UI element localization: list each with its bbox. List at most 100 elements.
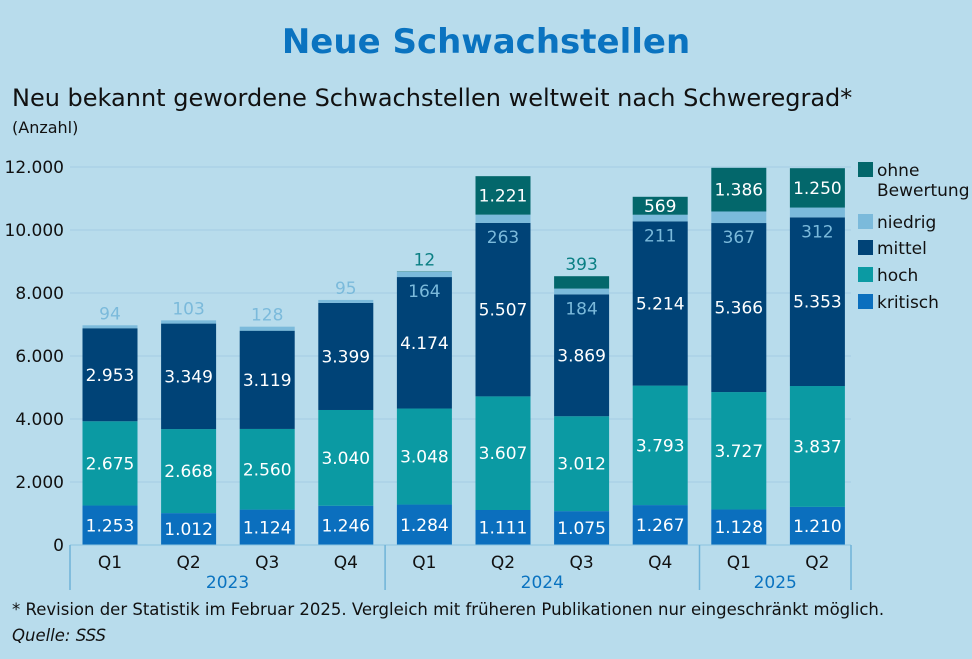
- bar-segment-mittel: [711, 223, 767, 393]
- legend-swatch: [858, 162, 873, 177]
- y-tick-label: 12.000: [5, 158, 64, 178]
- bar-segment-kritisch: [711, 509, 767, 545]
- legend-label: hoch: [877, 266, 918, 286]
- data-label: 128: [251, 306, 283, 326]
- data-label: 569: [644, 197, 676, 217]
- data-label: 2.953: [86, 366, 135, 386]
- source: Quelle: SSS: [12, 626, 106, 645]
- y-tick-label: 6.000: [15, 347, 64, 367]
- bar-segment-mittel: [396, 277, 452, 409]
- data-label: 211: [644, 226, 676, 246]
- bar-segment-niedrig: [475, 214, 531, 223]
- data-label: 1.284: [400, 516, 449, 536]
- data-label: 1.253: [86, 516, 135, 536]
- legend-swatch: [858, 214, 873, 229]
- data-label: 5.214: [636, 294, 685, 314]
- x-tick-label: Q2: [805, 553, 829, 573]
- data-label: 3.607: [479, 444, 528, 464]
- year-label: 2025: [754, 573, 797, 593]
- x-tick-label: Q2: [176, 553, 200, 573]
- data-label: 3.048: [400, 448, 449, 468]
- y-tick-label: 8.000: [15, 284, 64, 304]
- chart-subtitle: Neu bekannt gewordene Schwachstellen wel…: [12, 84, 853, 112]
- bar-segment-hoch: [475, 396, 531, 511]
- data-label: 1.210: [793, 517, 842, 537]
- data-label: 1.128: [714, 518, 763, 538]
- data-label: 2.668: [164, 462, 213, 482]
- data-label: 3.119: [243, 371, 292, 391]
- data-label: 3.012: [557, 455, 606, 475]
- bar-segment-niedrig: [711, 211, 767, 224]
- data-label: 5.507: [479, 301, 528, 321]
- bar-segment-hoch: [789, 386, 845, 507]
- bar-segment-hoch: [554, 416, 610, 512]
- x-tick-label: Q4: [648, 553, 672, 573]
- bar-segment-hoch: [318, 409, 374, 506]
- year-label: 2024: [521, 573, 564, 593]
- data-label: 1.267: [636, 516, 685, 536]
- legend-label: Bewertung: [877, 181, 969, 201]
- data-label: 2.675: [86, 454, 135, 474]
- data-label: 1.250: [793, 179, 842, 199]
- bar-segment-niedrig: [161, 320, 217, 324]
- bar-segment-kritisch: [396, 504, 452, 545]
- bar-segment-kritisch: [82, 505, 138, 545]
- footnote: * Revision der Statistik im Februar 2025…: [12, 600, 885, 619]
- data-label: 5.366: [714, 299, 763, 319]
- bar-segment-hoch: [396, 408, 452, 505]
- y-tick-label: 2.000: [15, 473, 64, 493]
- bar-segment-niedrig: [396, 271, 452, 278]
- bar-segment-kritisch: [239, 509, 295, 545]
- legend-label: ohne: [877, 161, 919, 181]
- x-tick-label: Q3: [255, 553, 279, 573]
- data-label: 164: [408, 282, 440, 302]
- y-tick-label: 0: [53, 536, 64, 556]
- data-label: 3.727: [714, 442, 763, 462]
- bar-segment-hoch: [239, 428, 295, 510]
- bar-segment-kritisch: [632, 505, 688, 545]
- bar-segment-mittel: [789, 217, 845, 387]
- stacked-bar-chart: 0 2.000 4.000 6.000 8.000 10.000 12.000 1.253 2.…: [5, 158, 970, 593]
- bar-segment-mittel: [318, 302, 374, 410]
- bar-segment-niedrig: [318, 299, 374, 303]
- legend-swatch: [858, 240, 873, 255]
- bar-segment-kritisch: [161, 513, 217, 545]
- data-label: 1.111: [479, 519, 528, 539]
- bar-segment-niedrig: [554, 288, 610, 295]
- data-label: 3.837: [793, 437, 842, 457]
- bar-segment-niedrig: [789, 207, 845, 218]
- x-tick-label: Q1: [412, 553, 436, 573]
- bar-segment-hoch: [711, 392, 767, 510]
- data-label: 263: [487, 228, 519, 248]
- x-tick-label: Q1: [727, 553, 751, 573]
- data-label: 5.353: [793, 293, 842, 313]
- data-label: 3.793: [636, 436, 685, 456]
- year-label: 2023: [206, 573, 249, 593]
- legend-swatch: [858, 267, 873, 282]
- bar-segment-kritisch: [789, 506, 845, 545]
- data-label: 94: [99, 304, 121, 324]
- data-label: 312: [801, 222, 833, 242]
- x-tick-label: Q1: [98, 553, 122, 573]
- legend-label: mittel: [877, 239, 927, 259]
- bar-segment-hoch: [632, 385, 688, 506]
- bar-segment-kritisch: [554, 511, 610, 545]
- bar-segment-mittel: [239, 330, 295, 429]
- bar-segment-mittel: [82, 328, 138, 422]
- y-tick-label: 4.000: [15, 410, 64, 430]
- bar-segment-mittel: [475, 222, 531, 397]
- data-label: 184: [565, 299, 597, 319]
- data-label: 12: [414, 251, 436, 271]
- bar-segment-ohne-Bewertung: [632, 196, 688, 215]
- bar-segment-niedrig: [239, 326, 295, 331]
- legend-label: niedrig: [877, 213, 936, 233]
- data-label: 3.349: [164, 367, 213, 387]
- bar-segment-mittel: [632, 221, 688, 386]
- x-tick-label: Q2: [491, 553, 515, 573]
- bar-segment-niedrig: [632, 214, 688, 222]
- y-tick-label: 10.000: [5, 221, 64, 241]
- data-label: 393: [565, 255, 597, 275]
- data-label: 1.012: [164, 520, 213, 540]
- legend-swatch: [858, 294, 873, 309]
- bar-segment-mittel: [554, 294, 610, 417]
